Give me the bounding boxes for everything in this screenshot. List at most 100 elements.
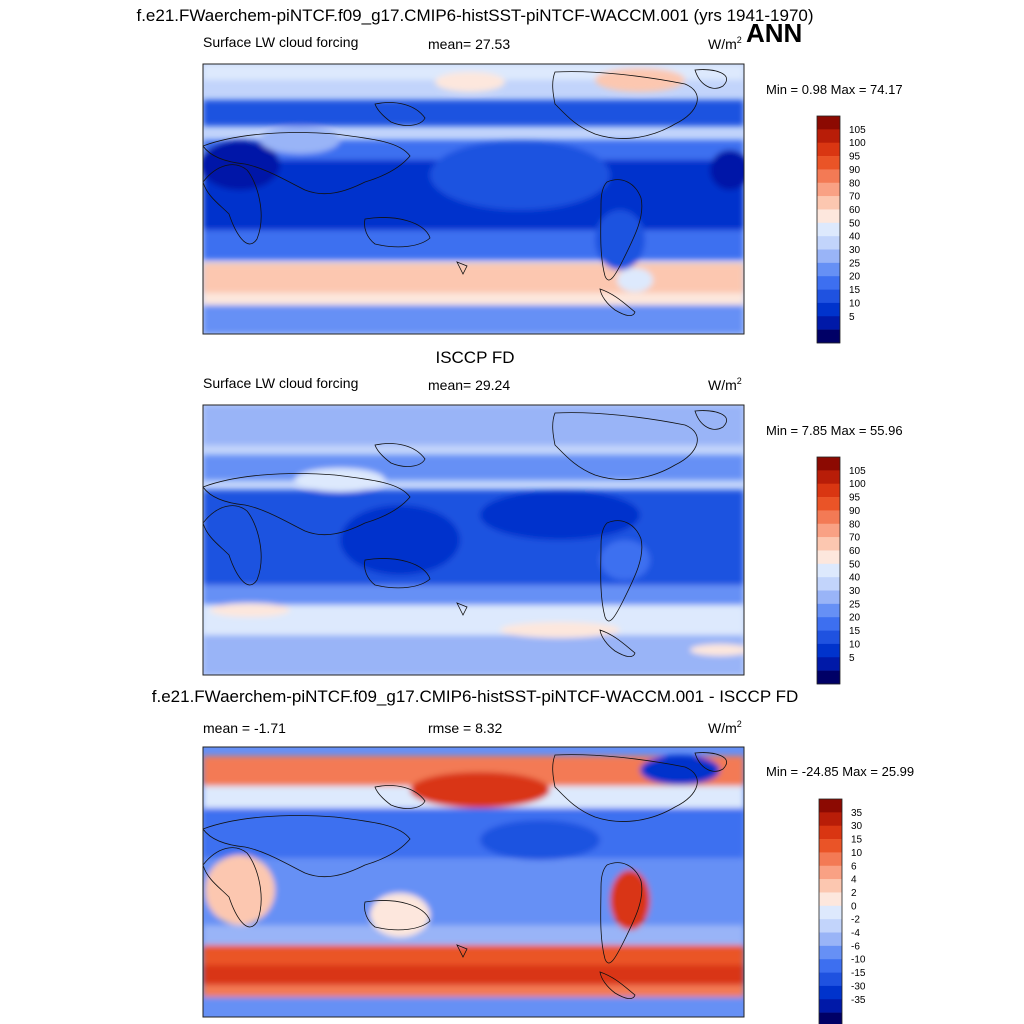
panel-heading: ISCCP FD [435,348,514,367]
panel-heading: f.e21.FWaerchem-piNTCF.f09_g17.CMIP6-his… [152,687,798,706]
colorbar-tick-label: 70 [849,533,861,544]
colorbar-swatch [817,302,840,317]
colorbar-tick-label: 60 [849,546,861,557]
colorbar-tick-label: -2 [851,915,860,926]
colorbar-swatch [817,630,840,645]
colorbar-swatch [817,577,840,591]
colorbar-swatch [817,457,840,471]
colorbar-swatch [817,483,840,498]
panel-mean-label: mean= 29.24 [428,377,510,393]
colorbar-swatch [819,892,842,907]
colorbar-tick-label: -30 [851,981,866,992]
colorbar-swatch [817,523,840,538]
minmax-label: Min = 7.85 Max = 55.96 [766,423,903,438]
colorbar-tick-label: 90 [849,165,861,176]
colorbar-swatch [817,116,840,130]
minmax-label: Min = -24.85 Max = 25.99 [766,764,914,779]
panel-model: Surface LW cloud forcing mean= 27.53 W/m… [202,34,903,344]
colorbar-swatch [817,142,840,157]
colorbar-swatch [817,603,840,618]
colorbar-tick-label: 20 [849,272,861,283]
colorbar-tick-label: 5 [849,312,855,323]
colorbar-tick-label: 95 [849,493,861,504]
colorbar-tick-label: -4 [851,928,860,939]
colorbar-swatch [819,999,842,1013]
colorbar-tick-label: 0 [851,901,857,912]
colorbar-swatch [817,262,840,277]
colorbar-tick-label: 10 [851,848,863,859]
colorbar-swatch [819,932,842,947]
colorbar-swatch [819,1012,842,1024]
map-area [203,747,744,1017]
colorbar-swatch [817,236,840,250]
colorbar-swatch [817,590,840,605]
colorbar-swatch [817,617,840,631]
colorbar-tick-label: 4 [851,875,857,886]
colorbar-tick-label: 105 [849,466,866,477]
colorbar-swatch [817,657,840,671]
colorbar-tick-label: 35 [851,808,863,819]
colorbar-tick-label: 5 [849,653,855,664]
colorbar-tick-label: 6 [851,861,857,872]
panel-units-label: W/m2 [708,719,742,736]
colorbar-tick-label: 100 [849,479,866,490]
colorbar-frame [816,115,841,344]
panel-variable-label: Surface LW cloud forcing [203,34,358,50]
colorbar-tick-label: -6 [851,941,860,952]
colorbar-tick-label: 40 [849,232,861,243]
colorbar-tick-label: 15 [849,626,861,637]
colorbar-tick-label: -15 [851,968,866,979]
colorbar-tick-label: 70 [849,192,861,203]
colorbar-swatch [817,209,840,224]
colorbar-swatch [817,289,840,304]
colorbar-tick-label: 15 [851,835,863,846]
colorbar-tick-label: 50 [849,218,861,229]
panel-mean-label: mean= 27.53 [428,36,510,52]
map-area [203,64,750,334]
colorbar-swatch [819,905,842,920]
colorbar-swatch [817,497,840,511]
colorbar-frame [818,798,843,1024]
colorbar-swatch [819,919,842,933]
colorbar-swatch [817,196,840,210]
colorbar-swatch [817,537,840,551]
colorbar-tick-label: 105 [849,125,866,136]
colorbar-tick-label: 30 [851,821,863,832]
colorbar-swatch [817,156,840,170]
colorbar-swatch [817,222,840,237]
colorbar-swatch [819,879,842,893]
colorbar-tick-label: 95 [849,152,861,163]
map-frame [202,746,745,1018]
figure-title: f.e21.FWaerchem-piNTCF.f09_g17.CMIP6-his… [136,6,813,25]
colorbar-swatch [819,945,842,960]
colorbar-tick-label: 50 [849,559,861,570]
colorbar-swatch [819,825,842,840]
map-frame [202,63,745,335]
colorbar-swatch [817,329,840,344]
colorbar-swatch [817,316,840,330]
colorbar-swatch [817,510,840,525]
colorbar-tick-label: -10 [851,955,866,966]
colorbar-frame [816,456,841,685]
colorbar-swatch [819,839,842,853]
colorbar-tick-label: -35 [851,995,866,1006]
colorbar-tick-label: 30 [849,245,861,256]
colorbar-swatch [819,985,842,1000]
colorbar: 35 30 15 10 6 4 2 0 -2 -4 -6 -10 -15 -30 -35 [818,798,866,1024]
panel-units-label: W/m2 [708,35,742,52]
colorbar-tick-label: 80 [849,178,861,189]
colorbar-tick-label: 20 [849,613,861,624]
colorbar-tick-label: 10 [849,639,861,650]
panel-variable-label: Surface LW cloud forcing [203,375,358,391]
panel-rmse-label: rmse = 8.32 [428,720,503,736]
colorbar-swatch [817,470,840,484]
colorbar-swatch [817,276,840,290]
colorbar-swatch [819,852,842,867]
colorbar-swatch [817,129,840,143]
colorbar-tick-label: 30 [849,586,861,597]
colorbar-swatch [819,959,842,973]
colorbar-tick-label: 40 [849,573,861,584]
colorbar-swatch [817,169,840,184]
